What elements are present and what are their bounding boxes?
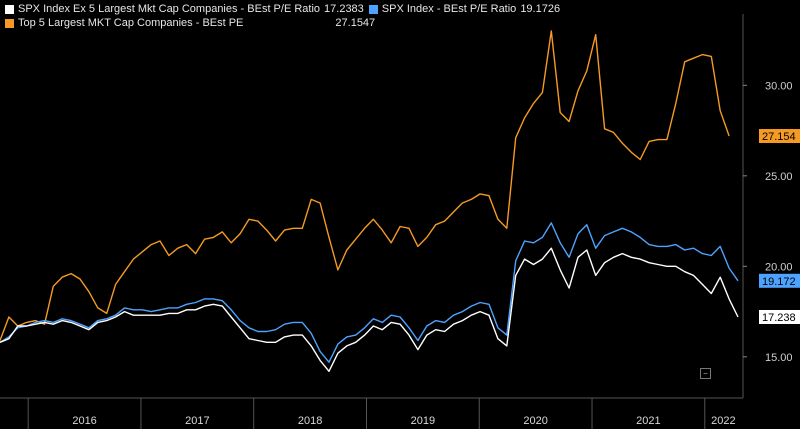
y-tick-label: 20.00: [765, 261, 793, 273]
x-tick-label: 2019: [411, 415, 435, 427]
legend-label-top5: Top 5 Largest MKT Cap Companies - BEst P…: [18, 17, 244, 29]
last-value-tag-box: [759, 129, 800, 144]
legend-swatch-ex5: [5, 4, 14, 14]
last-value-tag-label: 27.154: [762, 131, 796, 143]
legend-row-1: SPX Index Ex 5 Largest Mkt Cap Companies…: [2, 2, 560, 16]
last-value-tag-box: [759, 273, 800, 288]
x-tick-label: 2016: [72, 415, 96, 427]
legend-value-top5: 27.1547: [335, 17, 376, 29]
y-tick-label: 15.00: [765, 352, 793, 364]
x-tick-label: 2022: [711, 415, 735, 427]
series-line-2: [0, 30, 730, 341]
last-value-tag-label: 19.172: [762, 276, 796, 288]
series-line-1: [0, 222, 739, 363]
legend-swatch-top5: [5, 18, 14, 28]
zoom-reset-icon[interactable]: −: [700, 368, 711, 379]
legend: SPX Index Ex 5 Largest Mkt Cap Companies…: [2, 2, 560, 30]
legend-value-ex5: 17.2383: [324, 3, 364, 15]
y-tick-label: 25.00: [765, 171, 793, 183]
x-tick-label: 2020: [523, 415, 547, 427]
legend-label-spx: SPX Index - BEst P/E Ratio: [381, 3, 517, 15]
last-value-tag-box: [759, 309, 800, 324]
y-tick-label: 30.00: [765, 80, 793, 92]
series-line-0: [0, 247, 739, 372]
last-value-tag-label: 17.238: [762, 312, 796, 324]
x-tick-label: 2018: [298, 415, 322, 427]
last-value-tags: 27.154 19.172 17.238: [759, 129, 800, 324]
x-tick-label: 2021: [636, 415, 660, 427]
x-axis: 2016 2017 2018 2019 2020 2021 2022: [0, 14, 744, 429]
legend-label-ex5: SPX Index Ex 5 Largest Mkt Cap Companies…: [18, 3, 321, 15]
legend-swatch-spx: [368, 4, 378, 14]
x-tick-label: 2017: [185, 415, 209, 427]
series-lines: [0, 30, 739, 372]
y-axis: 15.00 20.00 25.00 30.00: [743, 80, 793, 364]
legend-row-2: Top 5 Largest MKT Cap Companies - BEst P…: [2, 16, 560, 30]
legend-value-spx: 19.1726: [520, 3, 561, 15]
